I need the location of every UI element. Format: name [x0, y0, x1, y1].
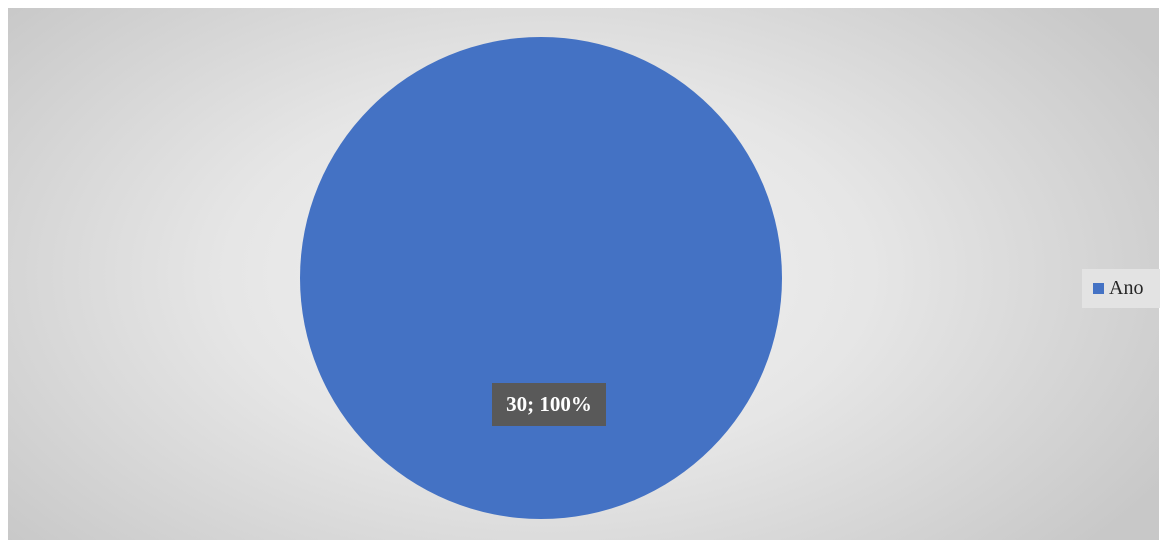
chart-area: 30; 100% Ano: [8, 8, 1160, 540]
data-label: 30; 100%: [492, 383, 606, 426]
pie-chart: [300, 37, 782, 519]
legend-label: Ano: [1109, 277, 1144, 299]
legend-swatch: [1093, 283, 1104, 294]
pie-slice-ano: [300, 37, 782, 519]
legend: Ano: [1082, 269, 1160, 308]
